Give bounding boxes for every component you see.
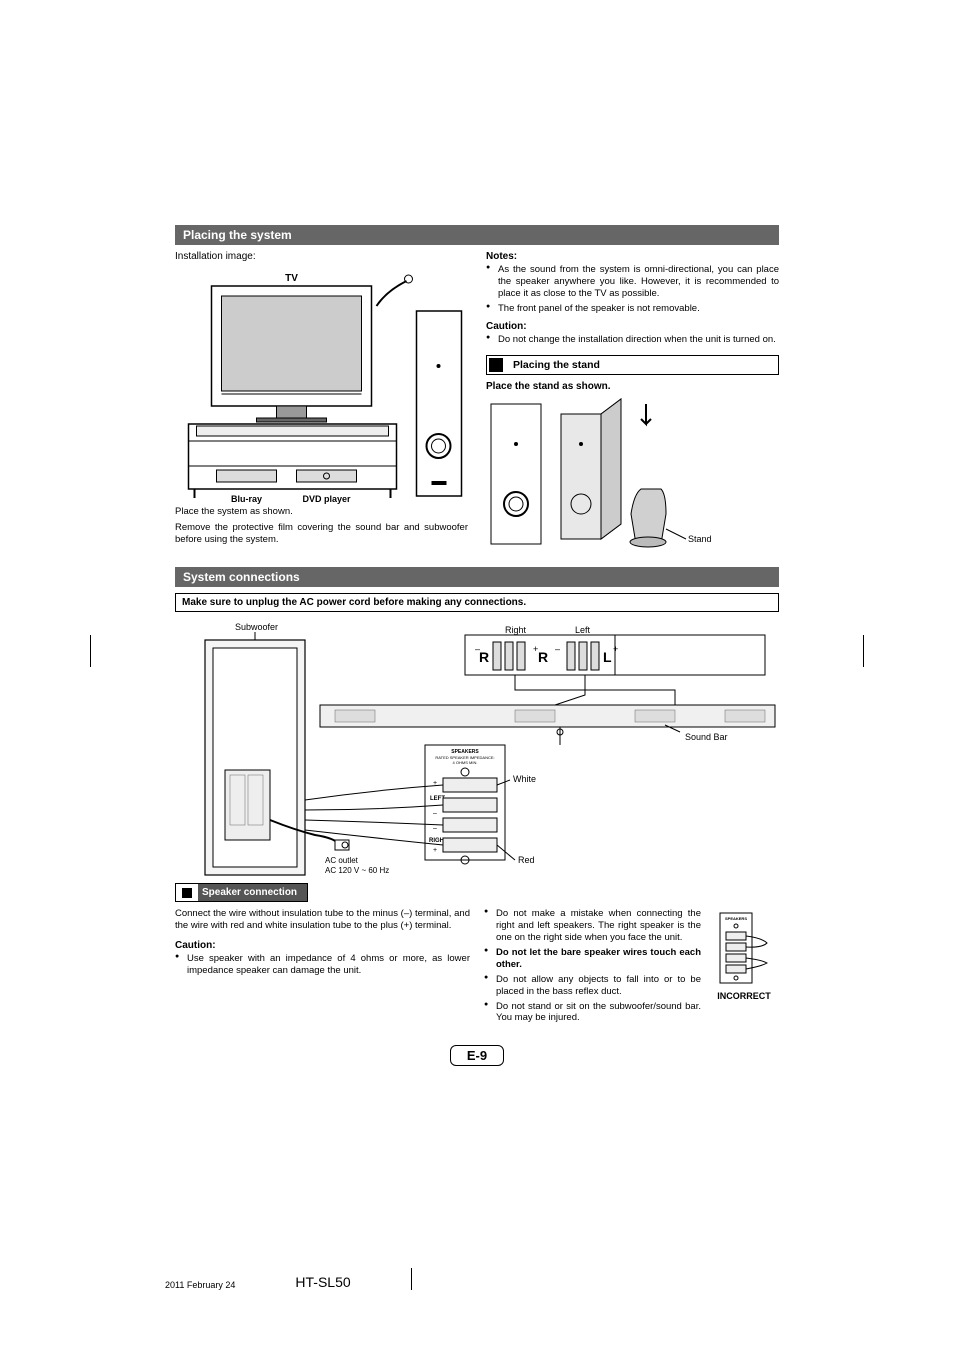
note-item: As the sound from the system is omni-dir…: [486, 264, 779, 300]
stand-instruction: Place the stand as shown.: [486, 381, 779, 392]
svg-text:R: R: [538, 649, 548, 665]
manual-page: Placing the system Installation image: T…: [0, 0, 954, 1350]
page-number: E-9: [450, 1045, 504, 1066]
footer-date: 2011 February 24: [165, 1280, 235, 1290]
caution-item: Use speaker with an impedance of 4 ohms …: [175, 953, 470, 977]
incorrect-diagram-box: SPEAKERS INCORRECT: [709, 908, 779, 1027]
caution-item: Do not change the installation direction…: [486, 334, 779, 346]
placing-columns: Installation image: TV: [175, 251, 779, 557]
svg-text:Left: Left: [575, 625, 591, 635]
svg-text:+: +: [533, 644, 538, 654]
unplug-warning: Make sure to unplug the AC power cord be…: [175, 593, 779, 612]
svg-text:+: +: [613, 644, 618, 654]
speaker-connection-title: Speaker connection: [198, 884, 307, 901]
place-system-text: Place the system as shown.: [175, 506, 468, 518]
caution-list-1: Do not change the installation direction…: [486, 334, 779, 346]
svg-text:R: R: [479, 649, 489, 665]
right-bullet-item: Do not stand or sit on the subwoofer/sou…: [484, 1001, 701, 1025]
right-bullets-list: Do not make a mistake when connecting th…: [484, 908, 701, 1024]
svg-text:Red: Red: [518, 855, 535, 865]
connect-wire-text: Connect the wire without insulation tube…: [175, 908, 470, 932]
caution-title-2: Caution:: [175, 940, 470, 951]
tv-label: TV: [285, 273, 298, 284]
svg-text:–: –: [475, 644, 480, 654]
square-bullet-icon: [182, 888, 192, 898]
installation-diagram: TV Blu-ray DVD player: [175, 266, 468, 506]
svg-text:Right: Right: [505, 625, 527, 635]
crop-mark-right: [863, 635, 864, 667]
svg-text:4 OHMS MIN.: 4 OHMS MIN.: [453, 760, 478, 765]
right-bullet-item: Do not allow any objects to fall into or…: [484, 974, 701, 998]
incorrect-label: INCORRECT: [709, 991, 779, 1001]
note-item: The front panel of the speaker is not re…: [486, 303, 779, 315]
footer-divider: [411, 1268, 412, 1290]
speaker-connection-subheader: Speaker connection: [175, 883, 308, 902]
svg-text:Subwoofer: Subwoofer: [235, 622, 278, 632]
section-placing-header: Placing the system: [175, 225, 779, 245]
placing-left-col: Installation image: TV: [175, 251, 468, 557]
footer: 2011 February 24 HT-SL50: [165, 1268, 779, 1290]
placing-right-col: Notes: As the sound from the system is o…: [486, 251, 779, 557]
placing-stand-subheader: Placing the stand: [486, 355, 779, 375]
svg-text:AC outlet: AC outlet: [325, 856, 359, 865]
svg-text:SPEAKERS: SPEAKERS: [725, 916, 747, 921]
right-bullet-item: Do not make a mistake when connecting th…: [484, 908, 701, 944]
caution-list-2: Use speaker with an impedance of 4 ohms …: [175, 953, 470, 977]
remove-film-text: Remove the protective film covering the …: [175, 522, 468, 546]
svg-text:White: White: [513, 774, 536, 784]
notes-title: Notes:: [486, 251, 779, 262]
speaker-right-col: Do not make a mistake when connecting th…: [484, 908, 779, 1027]
installation-image-label: Installation image:: [175, 251, 468, 262]
right-bullet-item: Do not let the bare speaker wires touch …: [484, 947, 701, 971]
notes-list: As the sound from the system is omni-dir…: [486, 264, 779, 315]
placing-stand-title: Placing the stand: [509, 357, 604, 373]
svg-text:Sound Bar: Sound Bar: [685, 732, 728, 742]
svg-text:L: L: [603, 649, 612, 665]
svg-text:+: +: [433, 847, 437, 854]
speaker-connection-columns: Connect the wire without insulation tube…: [175, 908, 779, 1027]
dvd-label: DVD player: [302, 494, 351, 504]
stand-label: Stand: [688, 534, 712, 544]
right-bullets-wrap: Do not make a mistake when connecting th…: [484, 908, 701, 1027]
crop-mark-left: [90, 635, 91, 667]
speaker-left-col: Connect the wire without insulation tube…: [175, 908, 470, 1027]
svg-text:AC 120 V ~ 60 Hz: AC 120 V ~ 60 Hz: [325, 866, 389, 875]
svg-text:–: –: [555, 644, 560, 654]
stand-diagram: Stand: [486, 394, 716, 554]
connection-diagram: Subwoofer AC outlet AC 120 V ~ 60 Hz Rig…: [175, 620, 779, 880]
page-number-wrap: E-9: [175, 1045, 779, 1066]
caution-title-1: Caution:: [486, 321, 779, 332]
svg-text:–: –: [433, 825, 437, 832]
bluray-label: Blu-ray: [231, 494, 262, 504]
svg-text:–: –: [433, 810, 437, 817]
square-bullet-icon: [489, 358, 503, 372]
section-connections-header: System connections: [175, 567, 779, 587]
footer-model: HT-SL50: [295, 1274, 350, 1290]
incorrect-diagram: SPEAKERS: [712, 908, 776, 988]
